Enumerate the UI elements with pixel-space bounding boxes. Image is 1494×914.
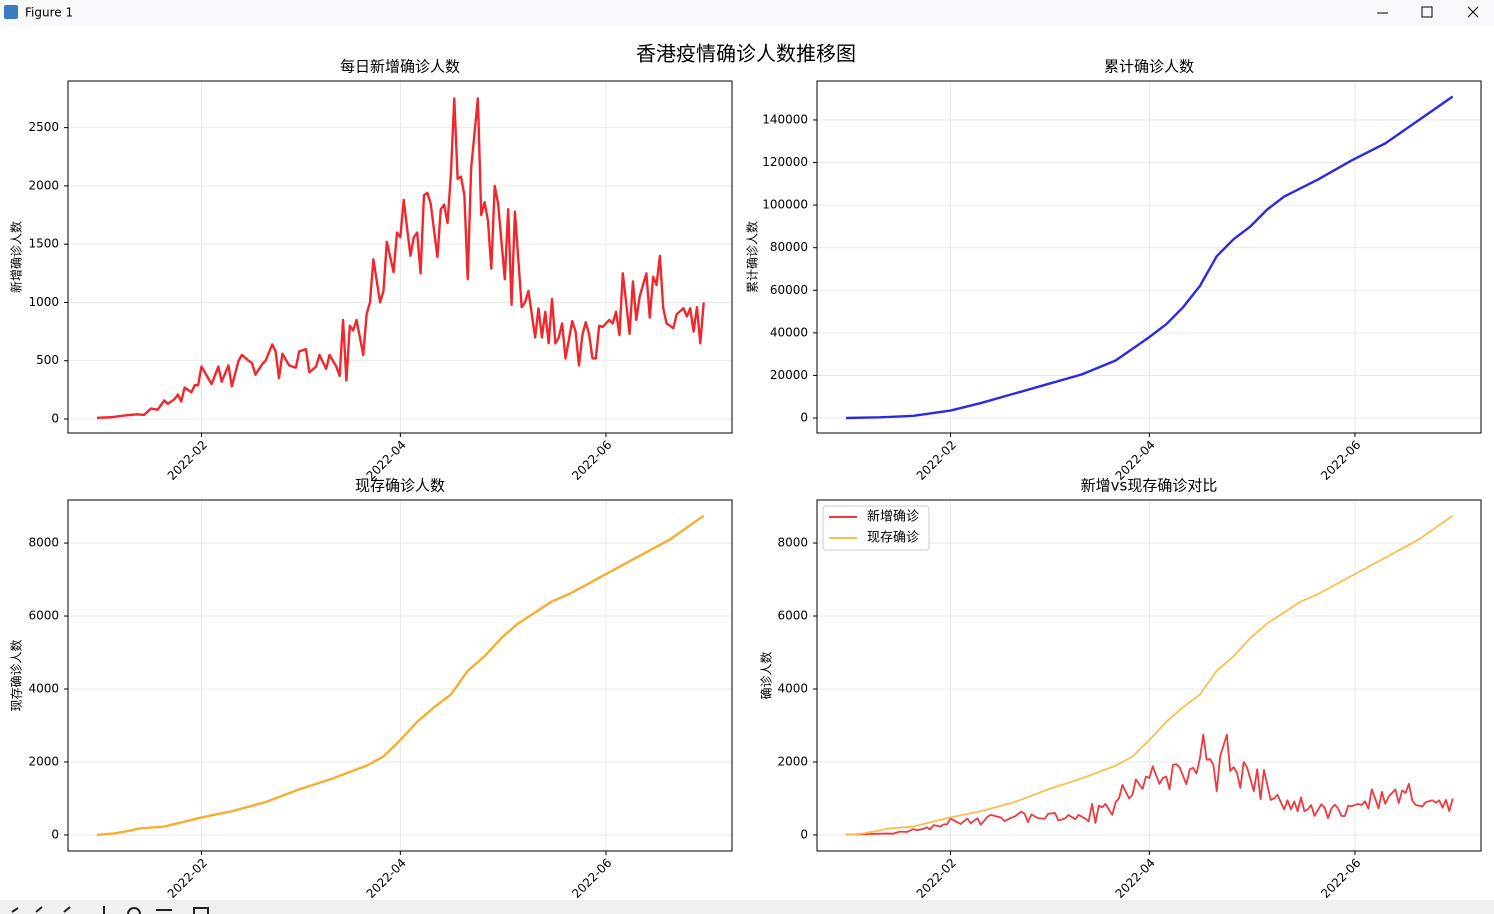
- save-button[interactable]: [193, 907, 209, 914]
- x-tick-label: 2022-02: [914, 856, 959, 901]
- y-tick-label: 1500: [28, 237, 59, 251]
- axes-frame: [67, 499, 733, 852]
- legend-label: 新增确诊: [867, 509, 919, 525]
- y-axis-label: 现存确诊人数: [9, 639, 24, 711]
- back-button[interactable]: [35, 906, 43, 913]
- series-line: [845, 514, 1454, 836]
- y-axis-label: 确诊人数: [759, 651, 774, 699]
- subplot: 0 2000 4000 6000 8000 2022-02 2022-04 2022-06 现存…: [9, 477, 733, 901]
- x-tick-label: 2022-06: [569, 438, 614, 483]
- y-tick-label: 4000: [777, 682, 808, 696]
- subplot: 0 20000 40000 60000 80000 100000 120000 140000 2…: [745, 58, 1482, 483]
- y-tick-label: 4000: [28, 682, 59, 696]
- y-tick-label: 6000: [777, 609, 808, 623]
- y-tick-label: 60000: [770, 283, 808, 297]
- x-tick-label: 2022-06: [569, 856, 614, 901]
- x-tick-label: 2022-06: [1318, 856, 1363, 901]
- figure-title: 香港疫情确诊人数推移图: [636, 42, 856, 66]
- series-line: [845, 95, 1454, 420]
- subplot-title: 新增vs现存确诊对比: [1081, 477, 1218, 495]
- y-tick-label: 80000: [770, 240, 808, 254]
- series-line: [96, 514, 705, 837]
- x-tick-label: 2022-04: [1113, 856, 1158, 901]
- y-tick-label: 0: [800, 410, 808, 424]
- y-tick-label: 1000: [28, 295, 59, 309]
- y-tick-label: 500: [36, 353, 59, 367]
- y-tick-label: 140000: [762, 112, 808, 126]
- y-tick-label: 0: [51, 827, 59, 841]
- axes-frame: [67, 80, 733, 434]
- y-tick-label: 20000: [770, 368, 808, 382]
- x-tick-label: 2022-04: [364, 856, 409, 901]
- y-axis-label: 累计确诊人数: [745, 221, 760, 293]
- y-tick-label: 2500: [28, 120, 59, 134]
- axes-frame: [816, 499, 1482, 852]
- subplot: 0 2000 4000 6000 8000 2022-02 2022-04 2022-06 新增…: [759, 477, 1482, 901]
- y-tick-label: 8000: [777, 536, 808, 550]
- title-bar: [0, 0, 1494, 27]
- legend-label: 现存确诊: [867, 531, 919, 546]
- y-tick-label: 2000: [28, 178, 59, 192]
- axes-frame: [816, 80, 1482, 434]
- y-axis-label: 新增确诊人数: [9, 221, 24, 293]
- series-line: [845, 733, 1454, 836]
- x-tick-label: 2022-02: [165, 856, 210, 901]
- app-icon: [4, 5, 18, 19]
- subplot-title: 每日新增确诊人数: [340, 58, 460, 76]
- window-title: Figure 1: [25, 6, 73, 20]
- y-tick-label: 8000: [28, 536, 59, 550]
- subplot-title: 现存确诊人数: [355, 477, 445, 495]
- zoom-button[interactable]: [127, 907, 141, 914]
- x-tick-label: 2022-02: [165, 438, 210, 483]
- x-tick-label: 2022-02: [914, 438, 959, 483]
- subplot-title: 累计确诊人数: [1104, 58, 1194, 76]
- y-tick-label: 40000: [770, 325, 808, 339]
- y-tick-label: 6000: [28, 609, 59, 623]
- y-tick-label: 2000: [777, 754, 808, 768]
- y-tick-label: 120000: [762, 155, 808, 169]
- toolbar-icons: [11, 906, 209, 914]
- y-tick-label: 0: [51, 412, 59, 426]
- forward-button[interactable]: [63, 906, 71, 913]
- maximize-button[interactable]: [1421, 6, 1433, 18]
- y-tick-label: 100000: [762, 198, 808, 212]
- home-button[interactable]: [11, 907, 19, 913]
- toolbar: [0, 900, 1494, 914]
- y-tick-label: 0: [800, 827, 808, 841]
- y-tick-label: 2000: [28, 754, 59, 768]
- x-tick-label: 2022-06: [1318, 438, 1363, 483]
- close-button[interactable]: [1467, 6, 1479, 18]
- series-line: [96, 97, 705, 420]
